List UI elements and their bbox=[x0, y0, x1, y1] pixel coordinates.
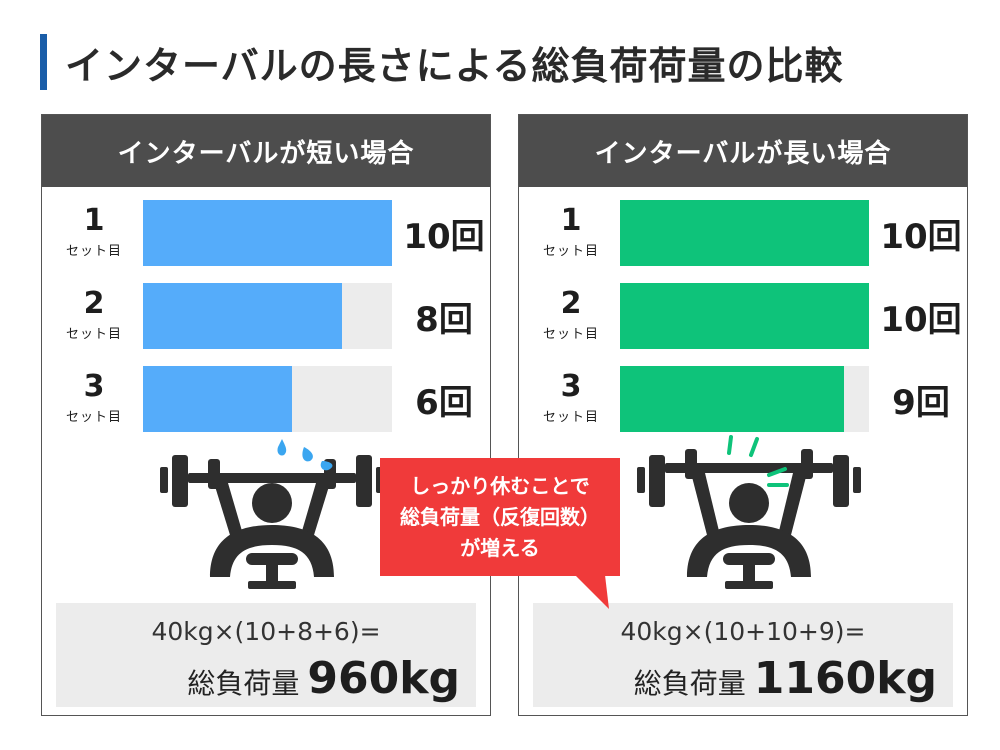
reps-label: 9回 bbox=[892, 382, 950, 423]
reps-label: 8回 bbox=[415, 299, 473, 340]
bar bbox=[143, 283, 343, 349]
bench-press-sweat-icon bbox=[160, 439, 384, 589]
bar bbox=[143, 200, 392, 266]
page-title: インターバルの長さによる総負荷荷量の比較 bbox=[65, 43, 844, 88]
reps-label: 10回 bbox=[403, 216, 485, 257]
short-interval-panel: インターバルが短い場合 1 セット目 10回 2 セット目 8回 3 セット目 … bbox=[41, 114, 491, 716]
set-number: 1 bbox=[560, 203, 582, 238]
set-unit-label: セット目 bbox=[542, 327, 599, 342]
set-unit-label: セット目 bbox=[542, 244, 599, 259]
callout-line: しっかり休むことで bbox=[410, 474, 590, 498]
short-interval-header: インターバルが短い場合 bbox=[42, 115, 490, 187]
total-label: 総負荷量 bbox=[633, 667, 746, 700]
set-number: 3 bbox=[83, 369, 105, 404]
set-row: 3 セット目 6回 bbox=[42, 366, 490, 432]
total-line: 総負荷量 1160kg bbox=[634, 653, 937, 704]
callout-line: 総負荷量（反復回数） bbox=[400, 505, 600, 529]
set-number: 2 bbox=[560, 286, 582, 321]
bench-press-strong-icon bbox=[637, 435, 861, 589]
long-interval-panel: インターバルが長い場合 1 セット目 10回 2 セット目 10回 3 セット目… bbox=[518, 114, 968, 716]
total-value: 1160kg bbox=[753, 653, 937, 704]
callout-tail bbox=[575, 575, 609, 609]
set-row: 3 セット目 9回 bbox=[519, 366, 967, 432]
bar bbox=[620, 366, 845, 432]
total-line: 総負荷量 960kg bbox=[187, 653, 460, 704]
long-interval-header: インターバルが長い場合 bbox=[519, 115, 967, 187]
set-unit-label: セット目 bbox=[542, 410, 599, 425]
formula: 40kg×(10+10+9)= bbox=[620, 617, 866, 646]
page-title-block: インターバルの長さによる総負荷荷量の比較 bbox=[40, 34, 843, 90]
calculation-box: 40kg×(10+8+6)= 総負荷量 960kg bbox=[56, 603, 476, 707]
bar bbox=[620, 283, 869, 349]
bar-track bbox=[620, 200, 869, 266]
set-number: 3 bbox=[560, 369, 582, 404]
callout-line: が増える bbox=[460, 536, 540, 560]
set-row: 2 セット目 8回 bbox=[42, 283, 490, 349]
reps-label: 6回 bbox=[415, 382, 473, 423]
calculation-box: 40kg×(10+10+9)= 総負荷量 1160kg bbox=[533, 603, 953, 707]
set-number: 1 bbox=[83, 203, 105, 238]
set-unit-label: セット目 bbox=[65, 327, 122, 342]
bar-track bbox=[143, 200, 392, 266]
set-row: 2 セット目 10回 bbox=[519, 283, 967, 349]
callout-bubble: しっかり休むことで 総負荷量（反復回数） が増える bbox=[380, 458, 620, 576]
reps-label: 10回 bbox=[880, 216, 962, 257]
bar bbox=[143, 366, 293, 432]
bar-track bbox=[143, 283, 392, 349]
title-accent-bar bbox=[40, 34, 47, 90]
set-number: 2 bbox=[83, 286, 105, 321]
set-unit-label: セット目 bbox=[65, 410, 122, 425]
set-unit-label: セット目 bbox=[65, 244, 122, 259]
bar-track bbox=[620, 283, 869, 349]
bar bbox=[620, 200, 869, 266]
total-value: 960kg bbox=[307, 653, 460, 704]
set-row: 1 セット目 10回 bbox=[42, 200, 490, 266]
formula: 40kg×(10+8+6)= bbox=[151, 617, 381, 646]
reps-label: 10回 bbox=[880, 299, 962, 340]
set-row: 1 セット目 10回 bbox=[519, 200, 967, 266]
total-label: 総負荷量 bbox=[187, 667, 300, 700]
bar-track bbox=[143, 366, 392, 432]
bar-track bbox=[620, 366, 869, 432]
